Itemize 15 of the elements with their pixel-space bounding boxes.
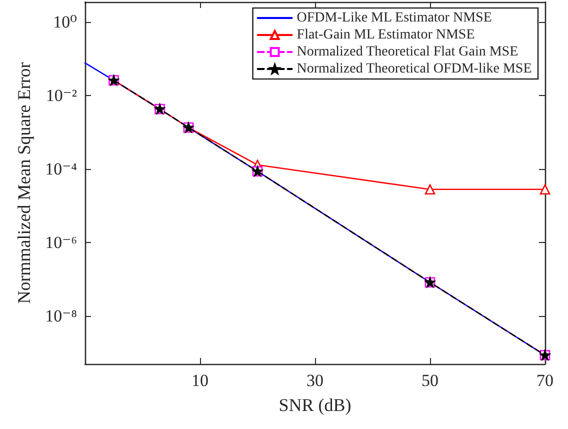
y-tick-label: 10⁻⁴ bbox=[45, 160, 78, 179]
legend-label: Normalized Theoretical OFDM-like MSE bbox=[296, 62, 532, 76]
legend-label: Normalized Theoretical Flat Gain MSE bbox=[296, 44, 518, 60]
y-axis-title: Normmalized Mean Square Error bbox=[14, 62, 34, 304]
x-tick-label: 70 bbox=[536, 371, 554, 390]
y-tick-label: 10⁻⁶ bbox=[45, 233, 78, 252]
y-tick-label: 10⁰ bbox=[53, 12, 78, 32]
x-tick-label: 50 bbox=[422, 371, 438, 390]
x-axis-title: SNR (dB) bbox=[278, 395, 352, 415]
legend-label: Flat-Gain ML Estimator NMSE bbox=[296, 28, 475, 42]
legend-label: OFDM-Like ML Estimator NMSE bbox=[296, 10, 492, 26]
y-tick-label: 10⁻⁸ bbox=[45, 306, 78, 326]
y-tick-label: 10⁻² bbox=[46, 86, 77, 106]
x-tick-label: 30 bbox=[306, 371, 324, 390]
x-tick-label: 10 bbox=[192, 371, 208, 390]
